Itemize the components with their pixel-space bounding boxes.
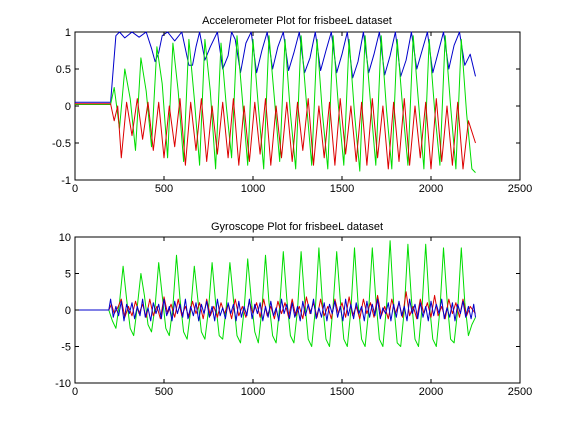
accelerometer-series-group — [75, 31, 476, 173]
gyroscope-ytick-label: -10 — [55, 378, 71, 390]
accelerometer-xtick-label: 1000 — [241, 183, 265, 195]
gyroscope-ytick-label: 10 — [59, 232, 71, 244]
gyroscope-ytick-label: -5 — [61, 342, 71, 354]
accelerometer-chart: Accelerometer Plot for frisbeeL dataset … — [52, 15, 532, 195]
gyroscope-ytick-label: 5 — [65, 269, 71, 281]
accelerometer-ytick-label: 1 — [65, 27, 71, 39]
gyroscope-series-2-line — [75, 298, 476, 322]
gyroscope-ticks-group: 0 500 1000 1500 2000 2500 10 5 0 -5 -10 — [55, 232, 532, 398]
gyroscope-xtick-label: 0 — [72, 386, 78, 398]
accelerometer-ytick-label: 0 — [65, 101, 71, 113]
gyroscope-series-0-line — [75, 240, 476, 347]
accelerometer-xtick-label: 0 — [72, 183, 78, 195]
accelerometer-xtick-label: 1500 — [330, 183, 354, 195]
accelerometer-xtick-label: 500 — [155, 183, 173, 195]
gyroscope-xtick-label: 1500 — [330, 386, 354, 398]
accelerometer-title: Accelerometer Plot for frisbeeL dataset — [202, 15, 392, 27]
gyroscope-series-group — [75, 240, 476, 347]
accelerometer-ytick-label: 0.5 — [56, 64, 71, 76]
gyroscope-xtick-label: 2000 — [419, 386, 443, 398]
gyroscope-xtick-label: 1000 — [241, 386, 265, 398]
gyroscope-xtick-label: 2500 — [508, 386, 532, 398]
accelerometer-ytick-label: -0.5 — [52, 138, 71, 150]
accelerometer-ytick-label: -1 — [61, 175, 71, 187]
accelerometer-xtick-label: 2000 — [419, 183, 443, 195]
gyroscope-ytick-label: 0 — [65, 305, 71, 317]
gyroscope-xtick-label: 500 — [155, 386, 173, 398]
gyroscope-title: Gyroscope Plot for frisbeeL dataset — [211, 221, 383, 233]
accelerometer-series-2-line — [75, 98, 476, 170]
accelerometer-xtick-label: 2500 — [508, 183, 532, 195]
accelerometer-ticks-group: 0 500 1000 1500 2000 2500 1 0.5 0 -0.5 -1 — [52, 27, 532, 195]
accelerometer-series-1-line — [75, 35, 476, 173]
gyroscope-chart: Gyroscope Plot for frisbeeL dataset 0 500… — [55, 221, 532, 398]
